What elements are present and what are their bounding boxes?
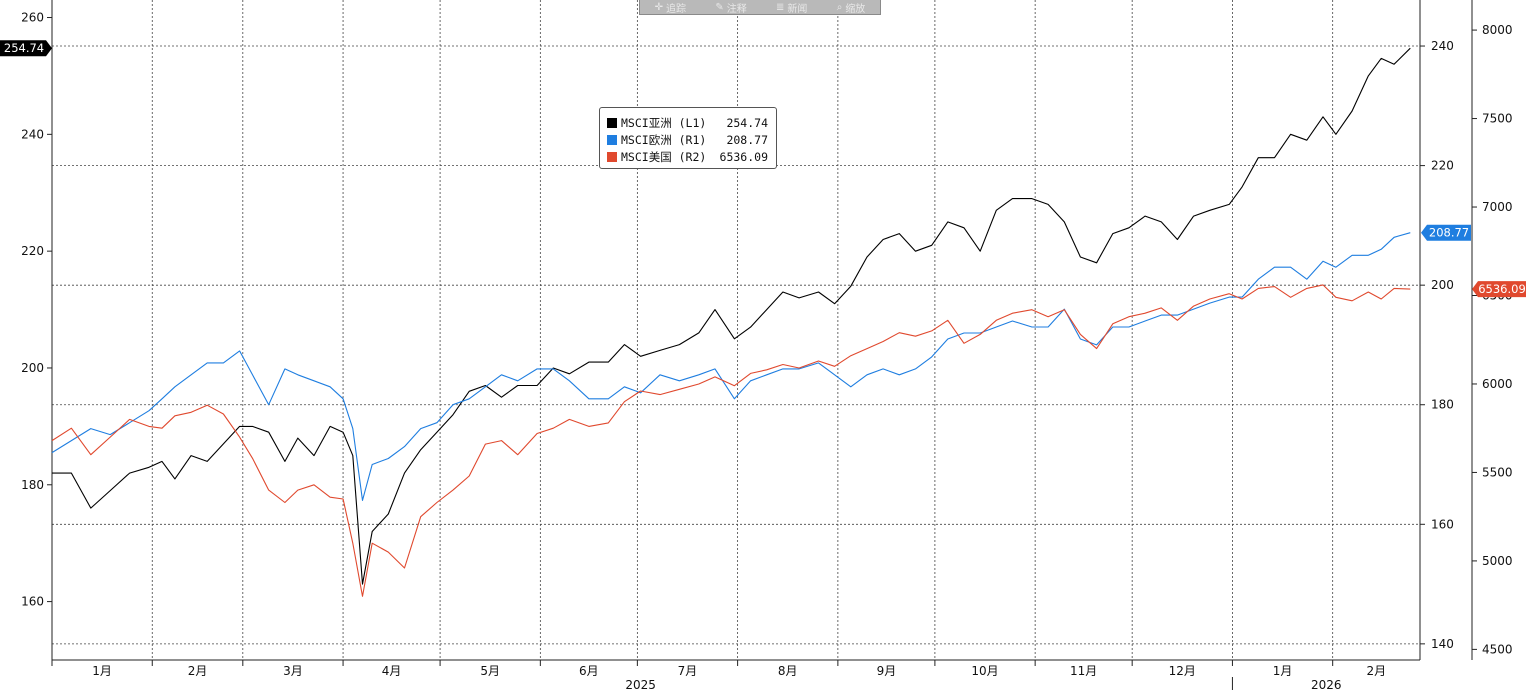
left-tick-label: 240 [21, 127, 44, 141]
x-tick-label: 7月 [678, 664, 698, 678]
zoom-icon: ⌕ [836, 1, 843, 13]
series-lines [51, 47, 1411, 597]
toolbar-news-label: 新闻 [787, 3, 808, 15]
right1-tick-label: 180 [1431, 398, 1454, 412]
series-line-0 [52, 47, 1411, 585]
grid-lines [52, 0, 1420, 660]
last-value-tag-1 [1421, 224, 1471, 241]
x-tick-label: 4月 [382, 664, 402, 678]
legend-value-asia: 254.74 [726, 115, 768, 130]
legend-value-us: 6536.09 [719, 149, 768, 164]
legend-name-us: MSCI美国 (R2) [621, 149, 707, 164]
x-tick-label: 1月 [92, 664, 112, 678]
right2-tick-label: 6000 [1482, 377, 1513, 391]
x-tick-label: 10月 [971, 664, 998, 678]
right1-tick-label: 140 [1431, 637, 1454, 651]
legend-item-us: MSCI美国 (R2) 6536.09 [607, 148, 776, 165]
x-tick-label: 11月 [1070, 664, 1097, 678]
right2-tick-label: 5000 [1482, 554, 1513, 568]
x-tick-label: 8月 [778, 664, 798, 678]
crosshair-icon: ✛ [654, 1, 664, 13]
news-icon: ≣ [776, 1, 785, 13]
chart-toolbar: ✛ 追踪 ✎ 注释 ≣ 新闻 ⌕ 缩放 [639, 0, 881, 15]
toolbar-crosshair-button[interactable]: ✛ 追踪 [652, 0, 689, 15]
last-value-tags: 254.74 208.77 6536.09 [0, 40, 1526, 298]
left-tick-label: 160 [21, 595, 44, 609]
right2-tick-label: 7000 [1482, 200, 1513, 214]
last-value-tag-2 [1472, 281, 1526, 298]
legend-item-asia: MSCI亚洲 (L1) 254.74 [607, 114, 776, 131]
x-tick-label: 2月 [1367, 664, 1387, 678]
series-line-1 [51, 232, 1411, 501]
legend-name-europe: MSCI欧洲 (R1) [621, 132, 707, 147]
left-tick-label: 220 [21, 244, 44, 258]
right1-tick-label: 160 [1431, 517, 1454, 531]
left-tick-label: 260 [21, 11, 44, 25]
legend-value-europe: 208.77 [726, 132, 768, 147]
x-tick-label: 6月 [579, 664, 599, 678]
last-value-tag-0 [0, 40, 52, 57]
right2-tick-label: 8000 [1482, 23, 1513, 37]
last-value-label-1: 208.77 [1429, 226, 1469, 240]
legend-swatch-us [607, 151, 617, 162]
right1-tick-label: 200 [1431, 278, 1454, 292]
right1-tick-label: 220 [1431, 159, 1454, 173]
toolbar-annotate-label: 注释 [726, 3, 747, 15]
year-label: 2026 [1311, 678, 1342, 690]
toolbar-zoom-button[interactable]: ⌕ 缩放 [834, 0, 869, 15]
last-value-label-2: 6536.09 [1478, 282, 1526, 296]
toolbar-annotate-button[interactable]: ✎ 注释 [712, 0, 749, 15]
x-tick-label: 3月 [283, 664, 303, 678]
x-tick-label: 5月 [480, 664, 500, 678]
left-tick-label: 200 [21, 361, 44, 375]
toolbar-zoom-label: 缩放 [845, 3, 866, 15]
legend-name-asia: MSCI亚洲 (L1) [621, 115, 707, 130]
axes: 160 180 200 220 240 260 140 160 180 200 220 240 4500… [21, 0, 1513, 690]
x-tick-label: 1月 [1273, 664, 1293, 678]
right2-tick-label: 7500 [1482, 112, 1513, 126]
x-tick-label: 12月 [1169, 664, 1196, 678]
legend-swatch-europe [607, 134, 617, 145]
last-value-label-0: 254.74 [4, 41, 44, 55]
x-tick-label: 2月 [188, 664, 208, 678]
right2-tick-label: 5500 [1482, 465, 1513, 479]
legend-swatch-asia [607, 117, 617, 128]
series-line-2 [51, 284, 1411, 597]
right2-tick-label: 4500 [1482, 642, 1513, 656]
x-tick-label: 9月 [877, 664, 897, 678]
right1-tick-label: 240 [1431, 39, 1454, 53]
annotate-icon: ✎ [715, 1, 724, 13]
toolbar-news-button[interactable]: ≣ 新闻 [773, 0, 810, 15]
toolbar-crosshair-label: 追踪 [666, 3, 687, 15]
year-label: 2025 [625, 678, 656, 690]
left-tick-label: 180 [21, 478, 44, 492]
chart-legend[interactable]: MSCI亚洲 (L1) 254.74 MSCI欧洲 (R1) 208.77 MS… [599, 107, 777, 169]
legend-item-europe: MSCI欧洲 (R1) 208.77 [607, 131, 776, 148]
